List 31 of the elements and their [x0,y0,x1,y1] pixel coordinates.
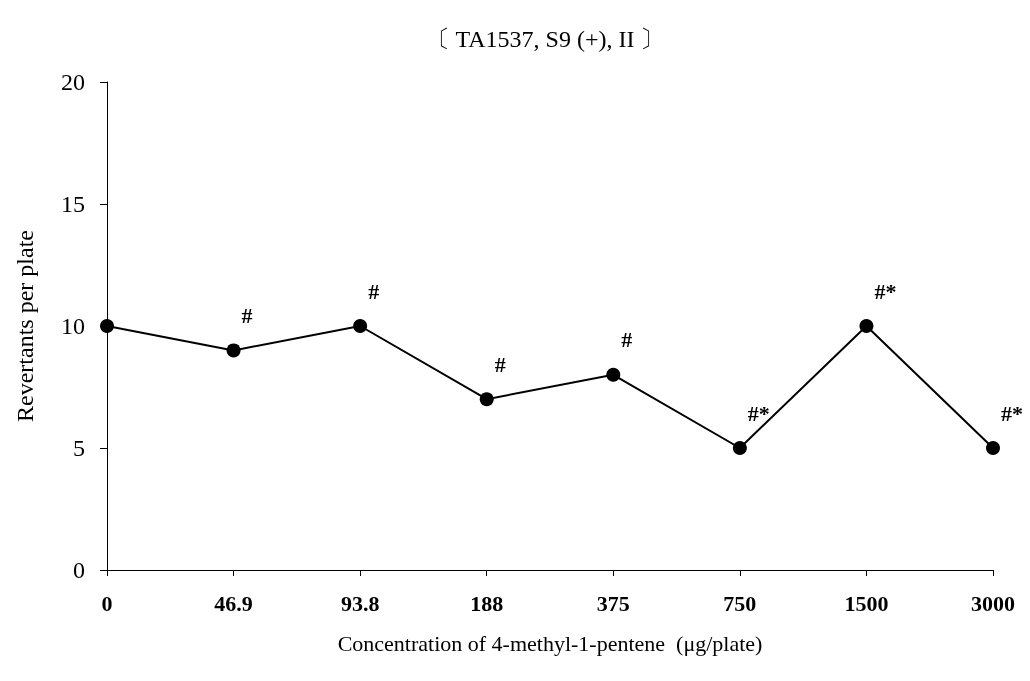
y-tick-label: 15 [61,191,85,217]
x-tick-label: 46.9 [214,590,253,616]
x-tick-label: 1500 [844,590,889,616]
y-axis-title: Revertants per plate [12,230,38,422]
point [226,343,241,358]
x-tick-label: 375 [596,590,630,616]
y-tick-label: 10 [61,313,85,339]
point [859,319,874,333]
annotation: # [494,351,506,377]
x-tick-label: 750 [723,590,757,616]
x-tick-label: 93.8 [340,590,380,616]
x-tick-label: 188 [470,590,504,616]
point [353,319,368,333]
annotation: #* [1001,400,1023,426]
x-tick-label: 0 [101,590,113,616]
point [986,441,1000,455]
x-tick-label: 3000 [971,590,1015,616]
y-tick-label: 20 [61,69,85,95]
annotation: # [368,278,380,304]
point [732,441,747,455]
point [479,392,494,407]
annotation: #* [874,278,897,304]
y-tick-label: 5 [73,435,85,461]
chart-title: 〔 TA1537, S9 (+), II 〕 [425,26,665,52]
point [606,367,621,382]
x-axis-title: Concentration of 4-methyl-1-pentene (μg/plate) [337,630,763,656]
annotation: #* [747,400,770,426]
annotation: # [621,327,633,353]
point [100,319,114,333]
annotation: # [241,302,253,328]
y-tick-label: 0 [73,557,85,583]
